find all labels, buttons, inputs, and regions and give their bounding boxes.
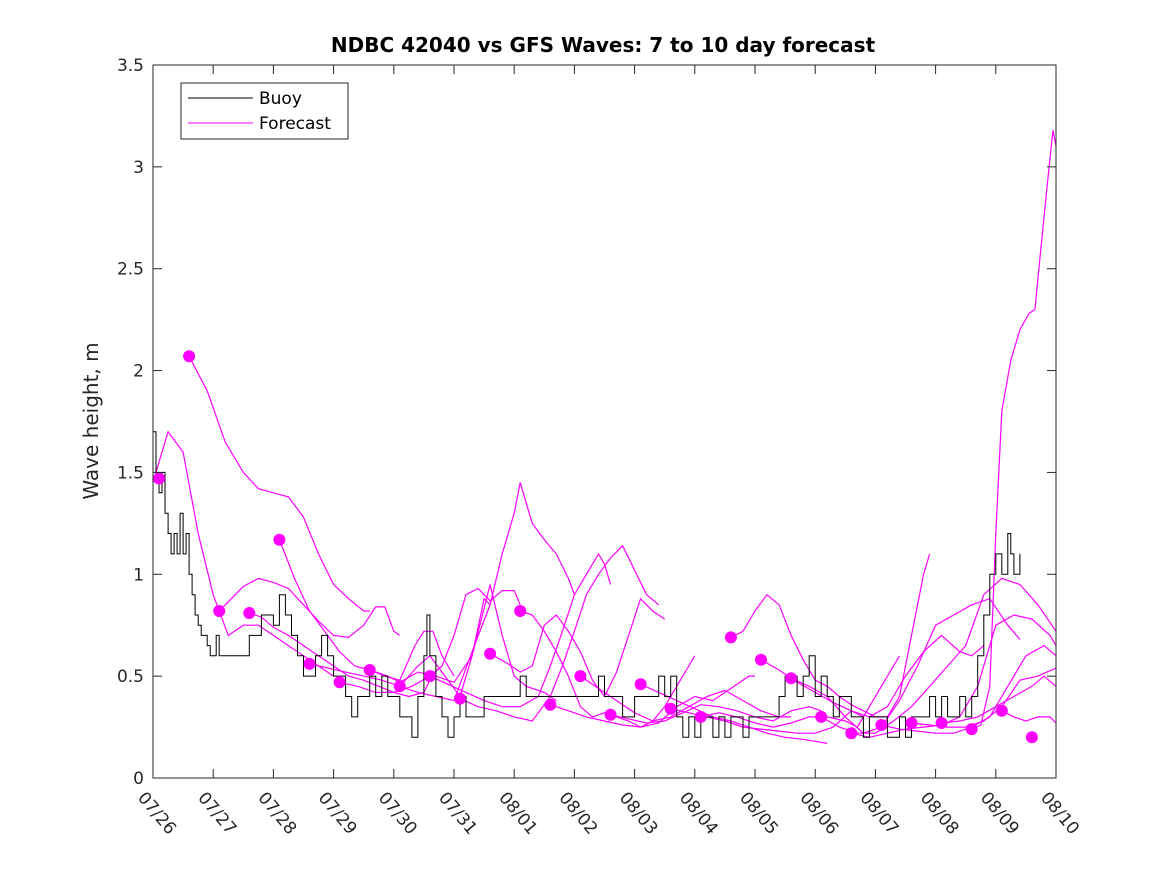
- forecast-marker-15: [574, 670, 587, 683]
- series-layer: [152, 130, 1057, 744]
- legend: Buoy Forecast: [180, 82, 349, 140]
- forecast-line-16: [610, 704, 822, 724]
- forecast-line-23: [820, 577, 1057, 734]
- forecast-line-28: [971, 130, 1057, 730]
- forecast-line-12: [489, 597, 666, 698]
- forecast-line-9: [399, 482, 575, 702]
- chart-title: NDBC 42040 vs GFS Waves: 7 to 10 day for…: [331, 33, 876, 57]
- forecast-line-22: [790, 597, 1021, 734]
- forecast-line-17: [640, 683, 828, 744]
- forecast-marker-22: [785, 672, 798, 685]
- forecast-line-21: [760, 634, 985, 718]
- forecast-marker-11: [454, 692, 466, 705]
- y-tick-label: 2: [133, 362, 144, 382]
- forecast-marker-19: [694, 710, 707, 723]
- forecast-line-27: [941, 675, 1057, 724]
- forecast-line-20: [730, 553, 931, 718]
- forecast-marker-1: [153, 472, 165, 485]
- forecast-marker-21: [755, 653, 767, 666]
- forecast-marker-10: [423, 670, 436, 683]
- legend-buoy-label: Buoy: [259, 89, 302, 109]
- forecast-marker-17: [634, 678, 647, 691]
- forecast-line-7: [339, 587, 521, 694]
- buoy-line: [153, 431, 1021, 738]
- forecast-marker-28: [965, 723, 978, 736]
- y-tick-label: 1: [133, 565, 144, 585]
- forecast-line-26: [911, 667, 1057, 728]
- forecast-line-15: [580, 675, 792, 722]
- forecast-marker-8: [363, 664, 376, 676]
- forecast-marker-16: [604, 708, 617, 721]
- y-axis-label: Wave height, m: [79, 342, 103, 499]
- forecast-marker-13: [514, 605, 527, 617]
- forecast-marker-14: [544, 698, 557, 711]
- forecast-line-29: [1001, 710, 1057, 724]
- forecast-marker-25: [875, 719, 888, 731]
- legend-box: [180, 82, 349, 140]
- forecast-line-14: [550, 675, 755, 728]
- forecast-line-2: [188, 356, 370, 612]
- forecast-marker-4: [243, 607, 256, 619]
- y-tick-label: 1.5: [117, 463, 144, 483]
- forecast-line-11: [459, 544, 660, 722]
- y-tick-label: 3.5: [117, 56, 144, 76]
- forecast-marker-9: [393, 680, 406, 693]
- y-tick-label: 0.5: [117, 667, 144, 687]
- legend-forecast-label: Forecast: [259, 114, 331, 134]
- forecast-marker-27: [935, 717, 948, 729]
- forecast-marker-26: [905, 717, 918, 729]
- forecast-marker-30: [1025, 731, 1038, 744]
- forecast-marker-29: [995, 704, 1008, 717]
- forecast-marker-3: [213, 605, 226, 617]
- forecast-marker-18: [664, 702, 677, 715]
- forecast-marker-7: [333, 676, 346, 689]
- forecast-marker-20: [724, 631, 737, 644]
- axes-box: [152, 64, 1057, 779]
- forecast-line-1: [152, 430, 334, 677]
- forecast-marker-23: [815, 710, 828, 723]
- forecast-marker-2: [183, 350, 196, 363]
- forecast-marker-12: [484, 647, 497, 660]
- y-tick-label: 0: [133, 769, 144, 789]
- forecast-marker-24: [845, 727, 858, 740]
- forecast-marker-5: [273, 533, 286, 546]
- y-tick-label: 2.5: [117, 260, 144, 280]
- forecast-marker-6: [303, 657, 316, 670]
- plot-area: [153, 65, 1056, 778]
- y-tick-label: 3: [133, 158, 144, 178]
- forecast-line-10: [429, 552, 612, 708]
- forecast-line-3: [218, 577, 401, 639]
